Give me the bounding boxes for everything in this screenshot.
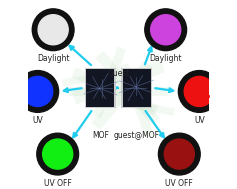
Bar [86, 69, 114, 107]
Circle shape [164, 139, 194, 169]
Circle shape [151, 15, 181, 45]
Text: Daylight: Daylight [37, 54, 69, 63]
Text: UV OFF: UV OFF [44, 179, 72, 188]
Bar [93, 47, 126, 118]
Text: MOF: MOF [92, 131, 109, 140]
Text: UV OFF: UV OFF [165, 179, 193, 188]
Text: Guest: Guest [107, 69, 130, 78]
Text: guest@MOF: guest@MOF [114, 131, 160, 140]
Circle shape [23, 76, 53, 106]
Circle shape [178, 70, 220, 112]
Text: Daylight: Daylight [150, 54, 182, 63]
Bar [122, 68, 152, 108]
Bar [123, 69, 151, 107]
Bar [106, 96, 175, 115]
Text: UV: UV [194, 116, 205, 125]
Circle shape [43, 139, 73, 169]
Bar [96, 51, 160, 125]
Circle shape [32, 9, 74, 51]
Bar [62, 67, 131, 87]
Bar [92, 60, 153, 130]
Circle shape [38, 15, 68, 45]
Bar [68, 87, 169, 96]
Circle shape [184, 76, 214, 106]
Circle shape [159, 133, 200, 175]
Circle shape [37, 133, 78, 175]
Bar [72, 60, 165, 105]
Circle shape [17, 70, 59, 112]
Bar [71, 67, 158, 115]
Text: UV: UV [32, 116, 43, 125]
Circle shape [145, 9, 187, 51]
Bar [119, 63, 154, 138]
Bar [85, 68, 115, 108]
